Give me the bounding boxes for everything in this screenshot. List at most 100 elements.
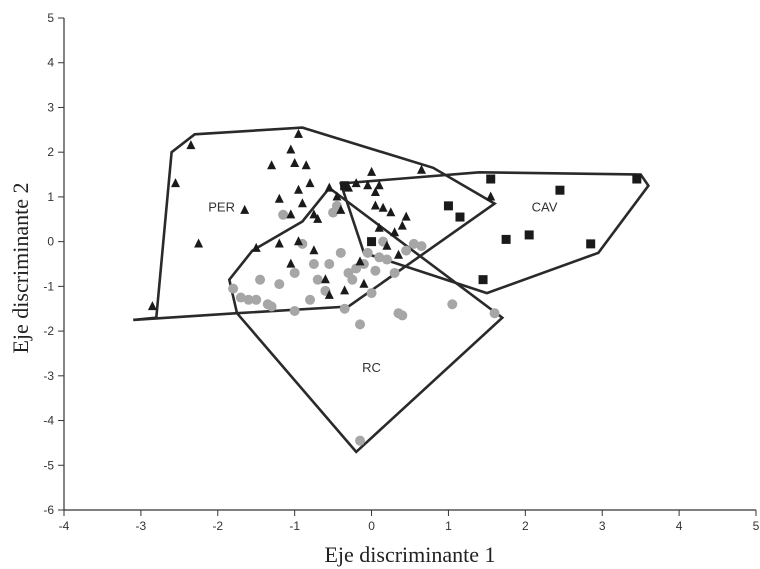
x-tick-label: -2 bbox=[212, 519, 223, 533]
data-points bbox=[147, 128, 642, 446]
per-point bbox=[417, 164, 426, 174]
per-point bbox=[309, 245, 319, 255]
x-tick-label: 1 bbox=[445, 519, 452, 533]
per-group-label: PER bbox=[208, 200, 235, 215]
per-point bbox=[386, 207, 396, 217]
cav-point bbox=[455, 212, 465, 222]
rc-point bbox=[355, 319, 366, 330]
rc-point bbox=[347, 274, 358, 285]
per-point bbox=[240, 204, 250, 214]
x-axis-ticks: -4 -3 -2 -1 0 1 2 3 4 5 bbox=[59, 510, 760, 533]
y-tick-label: -6 bbox=[43, 503, 54, 517]
rc-point bbox=[397, 310, 408, 321]
x-tick-label: 0 bbox=[368, 519, 375, 533]
y-tick-label: -5 bbox=[43, 458, 54, 472]
cav-point bbox=[632, 174, 642, 184]
x-axis-title: Eje discriminante 1 bbox=[324, 542, 495, 567]
rc-point bbox=[243, 294, 254, 305]
x-tick-label: -4 bbox=[59, 519, 70, 533]
per-point bbox=[363, 180, 373, 190]
per-point bbox=[294, 184, 303, 194]
rc-point bbox=[266, 301, 277, 312]
per-point bbox=[390, 227, 400, 237]
rc-point bbox=[228, 283, 239, 294]
x-tick-label: 2 bbox=[522, 519, 529, 533]
cav-point bbox=[501, 234, 511, 244]
y-tick-label: 3 bbox=[47, 100, 54, 114]
per-point bbox=[370, 200, 380, 210]
per-point bbox=[486, 191, 496, 201]
rc-point bbox=[366, 288, 377, 299]
per-hull bbox=[133, 126, 498, 322]
rc-point bbox=[339, 303, 350, 314]
per-point bbox=[374, 180, 384, 190]
group-labels: PER CAV RC bbox=[208, 200, 558, 375]
per-point bbox=[286, 209, 296, 219]
per-point bbox=[305, 178, 315, 188]
y-tick-label: -1 bbox=[43, 279, 54, 293]
per-point bbox=[351, 178, 361, 188]
per-point bbox=[401, 211, 411, 221]
rc-point bbox=[251, 294, 262, 305]
cav-point bbox=[340, 181, 350, 191]
rc-point bbox=[324, 259, 335, 269]
rc-point bbox=[274, 279, 285, 290]
y-axis-ticks: -6 -5 -4 -3 -2 -1 0 1 2 3 4 5 bbox=[43, 11, 64, 517]
rc-point bbox=[289, 267, 300, 278]
y-tick-label: -4 bbox=[43, 414, 54, 428]
per-point bbox=[370, 187, 380, 196]
per-point bbox=[286, 144, 296, 154]
cav-group-label: CAV bbox=[532, 200, 558, 215]
per-point bbox=[397, 220, 407, 230]
rc-point bbox=[308, 259, 319, 269]
y-tick-label: -2 bbox=[43, 324, 54, 338]
per-point bbox=[171, 178, 180, 188]
per-point bbox=[324, 289, 334, 299]
y-axis-title: Eje discriminante 2 bbox=[8, 182, 33, 353]
rc-hull bbox=[227, 186, 505, 454]
cav-point bbox=[486, 174, 496, 184]
per-point bbox=[251, 242, 261, 252]
per-point bbox=[194, 238, 204, 248]
y-tick-label: 4 bbox=[47, 56, 54, 70]
rc-point bbox=[335, 247, 346, 258]
x-tick-label: 4 bbox=[676, 519, 683, 533]
per-point bbox=[336, 204, 346, 214]
per-point bbox=[297, 198, 307, 208]
per-point bbox=[274, 238, 284, 248]
per-point bbox=[274, 193, 284, 203]
rc-point bbox=[370, 265, 381, 276]
per-point bbox=[340, 285, 350, 295]
per-point bbox=[320, 274, 330, 284]
rc-point bbox=[389, 267, 400, 278]
y-tick-label: 2 bbox=[47, 145, 54, 159]
rc-point bbox=[305, 294, 316, 305]
axes bbox=[63, 18, 756, 511]
per-point bbox=[378, 202, 388, 212]
y-tick-label: 0 bbox=[47, 235, 54, 249]
per-point bbox=[359, 278, 369, 288]
per-point bbox=[374, 222, 384, 232]
cav-point bbox=[524, 230, 534, 240]
cav-point bbox=[478, 275, 488, 285]
rc-point bbox=[416, 241, 427, 252]
y-tick-label: 1 bbox=[47, 190, 54, 204]
per-point bbox=[367, 166, 377, 176]
per-point bbox=[355, 256, 365, 266]
rc-point bbox=[351, 263, 362, 274]
rc-point bbox=[312, 274, 323, 285]
per-point bbox=[394, 249, 403, 259]
x-tick-label: -3 bbox=[136, 519, 147, 533]
rc-point bbox=[355, 435, 366, 446]
rc-point bbox=[408, 238, 419, 249]
per-point bbox=[294, 236, 303, 246]
per-point bbox=[332, 191, 342, 201]
cav-point bbox=[443, 201, 453, 211]
rc-point bbox=[278, 209, 289, 220]
rc-point bbox=[289, 305, 300, 316]
cav-point bbox=[367, 237, 377, 247]
y-tick-label: -3 bbox=[43, 369, 54, 383]
rc-point bbox=[235, 292, 246, 303]
rc-point bbox=[362, 247, 373, 258]
